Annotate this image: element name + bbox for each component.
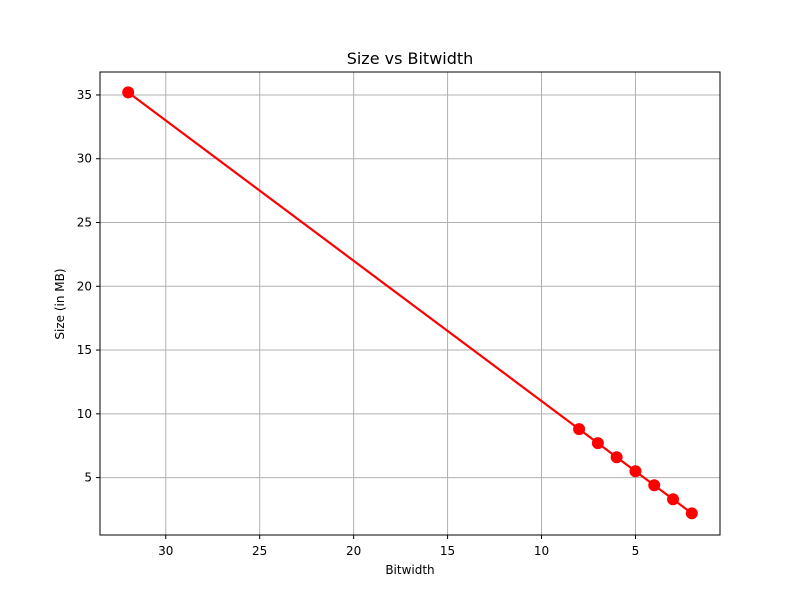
x-tick-label: 30 [158, 544, 173, 558]
x-tick-label: 25 [252, 544, 267, 558]
data-point [610, 451, 623, 464]
x-tick-label: 10 [534, 544, 549, 558]
chart-title: Size vs Bitwidth [347, 49, 474, 68]
data-point [685, 507, 698, 520]
y-tick-label: 5 [84, 471, 92, 485]
y-tick-label: 15 [77, 343, 92, 357]
data-point [122, 86, 135, 99]
ticks-layer: 30 25 20 15 10 5 5 10 15 20 25 30 35 [77, 88, 640, 558]
y-tick-label: 30 [77, 152, 92, 166]
y-tick-label: 25 [77, 216, 92, 230]
x-axis-label: Bitwidth [385, 563, 434, 577]
x-tick-label: 5 [632, 544, 640, 558]
y-tick-label: 20 [77, 279, 92, 293]
data-point [573, 423, 586, 436]
y-tick-label: 10 [77, 407, 92, 421]
data-point [648, 479, 661, 492]
data-point [629, 465, 642, 478]
axes-layer [99, 71, 721, 536]
y-tick-label: 35 [77, 88, 92, 102]
grid-layer [100, 72, 720, 535]
series-layer [122, 86, 698, 520]
plot-frame [99, 71, 721, 536]
y-axis-label: Size (in MB) [53, 268, 67, 339]
x-tick-label: 15 [440, 544, 455, 558]
data-point [667, 493, 680, 506]
data-point [591, 437, 604, 450]
x-tick-label: 20 [346, 544, 361, 558]
